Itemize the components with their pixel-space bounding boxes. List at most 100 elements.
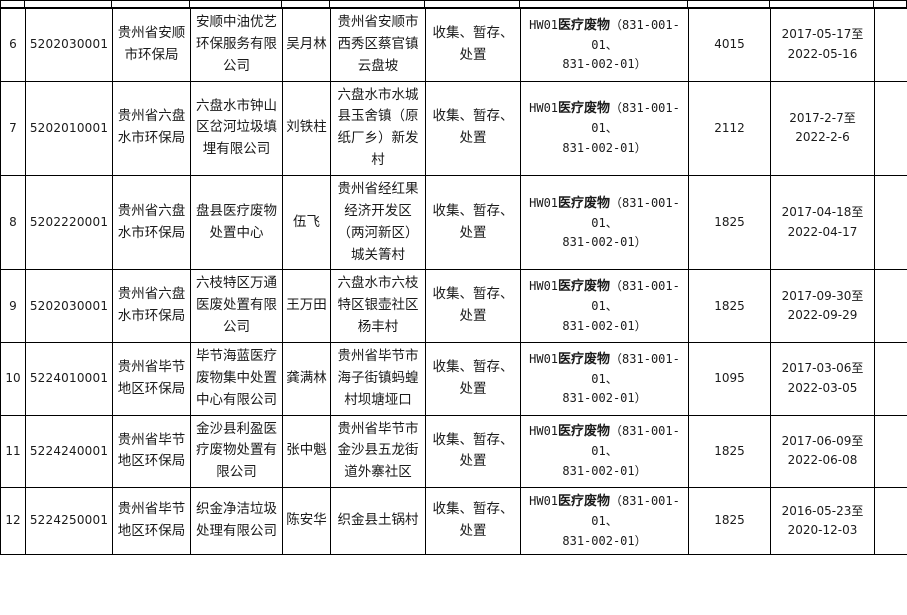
waste-code-prefix: HW01: [529, 351, 559, 366]
validity-start: 2017-2-7至: [789, 110, 856, 125]
grid-line: [769, 1, 770, 7]
row-legal-representative-cell: 陈安华: [282, 487, 331, 556]
waste-code-prefix: HW01: [529, 17, 559, 32]
validity-start: 2017-04-18至: [781, 205, 864, 220]
row-issuing-authority-cell: 贵州省毕节地区环保局: [112, 414, 191, 489]
row-legal-representative-cell: 吴月林: [282, 8, 331, 82]
waste-codes-part-2: 831-002-01）: [562, 235, 647, 250]
row-approved-scale-cell: 1825: [688, 175, 771, 271]
waste-category-line-1: HW01医疗废物（831-001-01、: [524, 491, 685, 531]
validity-end: 2022-05-16: [787, 46, 858, 61]
waste-category-line-1: HW01医疗废物（831-001-01、: [524, 15, 685, 55]
row-business-scope-cell: 收集、暂存、处置: [425, 8, 521, 82]
row-legal-representative-cell: 伍飞: [282, 175, 331, 271]
grid-line: [111, 1, 112, 7]
grid-line: [424, 1, 425, 7]
row-code-cell: 5224250001: [25, 487, 113, 556]
waste-codes-part-2: 831-002-01）: [562, 463, 647, 478]
validity-end: 2022-04-17: [787, 224, 858, 239]
row-company-name-cell: 金沙县利盈医疗废物处置有限公司: [190, 414, 283, 489]
grid-line: [0, 1, 1, 7]
waste-code-prefix: HW01: [529, 424, 559, 439]
row-issuing-authority-cell: 贵州省六盘水市环保局: [112, 175, 191, 271]
waste-codes-part-2: 831-002-01）: [562, 391, 647, 406]
row-company-name-cell: 安顺中油优艺环保服务有限公司: [190, 8, 283, 82]
row-approved-scale-cell: 1825: [688, 269, 771, 344]
row-issuing-authority-cell: 贵州省六盘水市环保局: [112, 80, 191, 177]
validity-start: 2017-06-09至: [781, 433, 864, 448]
waste-codes-part-1: （831-001-01、: [591, 17, 680, 52]
row-company-name-cell: 六枝特区万通医废处置有限公司: [190, 269, 283, 344]
grid-line: [873, 1, 874, 7]
row-index-cell: 12: [0, 487, 26, 556]
row-waste-category-cell: HW01医疗废物（831-001-01、 831-002-01）: [520, 80, 689, 177]
row-waste-category-cell: HW01医疗废物（831-001-01、 831-002-01）: [520, 269, 689, 344]
row-validity-period-cell: 2017-06-09至 2022-06-08: [770, 414, 875, 489]
row-business-scope-cell: 收集、暂存、处置: [425, 342, 521, 416]
row-address-cell: 贵州省安顺市西秀区蔡官镇云盘坡: [330, 8, 426, 82]
waste-codes-part-1: （831-001-01、: [591, 279, 680, 314]
row-code-cell: 5224240001: [25, 414, 113, 489]
waste-codes-part-2: 831-002-01）: [562, 140, 647, 155]
table-row: 7 5202010001 贵州省六盘水市环保局 六盘水市钟山区岔河垃圾填埋有限公司 刘铁…: [0, 80, 907, 177]
row-code-cell: 5202220001: [25, 175, 113, 271]
row-waste-category-cell: HW01医疗废物（831-001-01、 831-002-01）: [520, 342, 689, 416]
waste-category-name: 医疗废物: [558, 494, 611, 510]
table-row: 6 5202030001 贵州省安顺市环保局 安顺中油优艺环保服务有限公司 吴月林 贵州省…: [0, 8, 907, 82]
waste-codes-part-1: （831-001-01、: [591, 424, 680, 459]
row-extra-cell: [874, 342, 907, 416]
row-validity-period-cell: 2017-03-06至 2022-03-05: [770, 342, 875, 416]
table-row: 10 5224010001 贵州省毕节地区环保局 毕节海蓝医疗废物集中处置中心有限公司…: [0, 342, 907, 416]
row-approved-scale-cell: 4015: [688, 8, 771, 82]
row-approved-scale-cell: 1825: [688, 487, 771, 556]
row-code-cell: 5202010001: [25, 80, 113, 177]
waste-category-name: 医疗废物: [558, 279, 611, 295]
row-company-name-cell: 盘县医疗废物处置中心: [190, 175, 283, 271]
validity-end: 2022-03-05: [787, 380, 858, 395]
waste-category-name: 医疗废物: [558, 17, 611, 33]
row-business-scope-cell: 收集、暂存、处置: [425, 414, 521, 489]
table-row: 8 5202220001 贵州省六盘水市环保局 盘县医疗废物处置中心 伍飞 贵州省经红果经…: [0, 175, 907, 271]
row-company-name-cell: 织金净洁垃圾处理有限公司: [190, 487, 283, 556]
row-company-name-cell: 毕节海蓝医疗废物集中处置中心有限公司: [190, 342, 283, 416]
row-legal-representative-cell: 张中魁: [282, 414, 331, 489]
row-extra-cell: [874, 414, 907, 489]
row-validity-period-cell: 2017-09-30至 2022-09-29: [770, 269, 875, 344]
row-waste-category-cell: HW01医疗废物（831-001-01、 831-002-01）: [520, 8, 689, 82]
row-validity-period-cell: 2017-04-18至 2022-04-17: [770, 175, 875, 271]
waste-category-line-1: HW01医疗废物（831-001-01、: [524, 421, 685, 461]
validity-end: 2022-09-29: [787, 308, 858, 323]
row-index-cell: 10: [0, 342, 26, 416]
waste-codes-part-1: （831-001-01、: [591, 494, 680, 529]
row-business-scope-cell: 收集、暂存、处置: [425, 487, 521, 556]
row-legal-representative-cell: 龚满林: [282, 342, 331, 416]
row-extra-cell: [874, 269, 907, 344]
row-validity-period-cell: 2017-2-7至 2022-2-6: [770, 80, 875, 177]
waste-category-name: 医疗废物: [558, 101, 611, 117]
waste-category-name: 医疗废物: [558, 351, 611, 367]
waste-codes-part-2: 831-002-01）: [562, 533, 647, 548]
validity-end: 2020-12-03: [787, 523, 858, 538]
table-row: 11 5224240001 贵州省毕节地区环保局 金沙县利盈医疗废物处置有限公司 张中魁…: [0, 414, 907, 489]
validity-start: 2017-09-30至: [781, 288, 864, 303]
table-top-edge: [0, 0, 907, 8]
row-legal-representative-cell: 王万田: [282, 269, 331, 344]
row-address-cell: 贵州省毕节市海子街镇蚂蝗村坝塘垭口: [330, 342, 426, 416]
validity-start: 2016-05-23至: [781, 503, 864, 518]
grid-line: [189, 1, 190, 7]
row-extra-cell: [874, 175, 907, 271]
waste-category-line-1: HW01医疗废物（831-001-01、: [524, 276, 685, 316]
hazardous-waste-permit-table: 6 5202030001 贵州省安顺市环保局 安顺中油优艺环保服务有限公司 吴月林 贵州省…: [0, 8, 907, 556]
row-issuing-authority-cell: 贵州省安顺市环保局: [112, 8, 191, 82]
row-code-cell: 5202030001: [25, 8, 113, 82]
row-extra-cell: [874, 8, 907, 82]
row-company-name-cell: 六盘水市钟山区岔河垃圾填埋有限公司: [190, 80, 283, 177]
table-row: 12 5224250001 贵州省毕节地区环保局 织金净洁垃圾处理有限公司 陈安华 织金县…: [0, 487, 907, 556]
waste-codes-part-1: （831-001-01、: [591, 195, 680, 230]
validity-end: 2022-2-6: [795, 130, 850, 145]
row-address-cell: 贵州省经红果经济开发区（两河新区）城关箐村: [330, 175, 426, 271]
validity-start: 2017-03-06至: [781, 361, 864, 376]
waste-code-prefix: HW01: [529, 101, 559, 116]
row-extra-cell: [874, 487, 907, 556]
